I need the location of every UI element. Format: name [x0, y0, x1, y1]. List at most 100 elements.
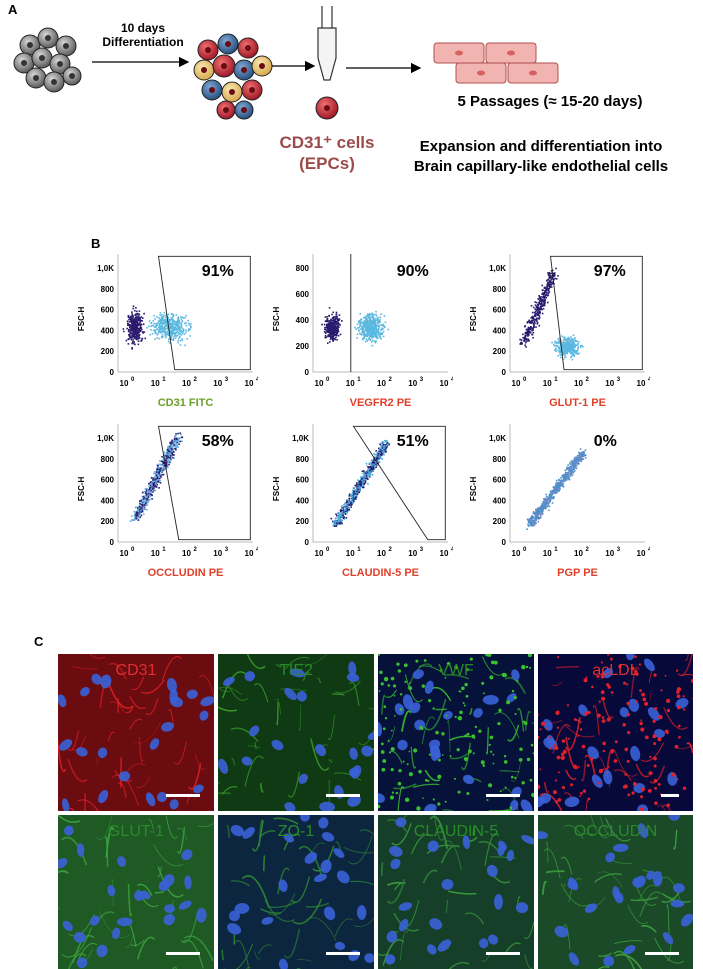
gate-polygon [549, 255, 643, 371]
y-tick-label: 1,0K [292, 434, 309, 443]
x-tick-label: 10 [605, 549, 614, 558]
x-tick-label: 10 [543, 549, 552, 558]
x-tick-exponent: 2 [194, 377, 198, 383]
gate-percent: 97% [594, 263, 626, 280]
x-tick-exponent: 0 [131, 547, 135, 553]
x-tick-exponent: 4 [256, 547, 258, 553]
y-tick-label: 0 [110, 538, 115, 547]
plot-axes [312, 424, 448, 543]
y-tick-label: 200 [493, 347, 507, 356]
x-tick-exponent: 3 [225, 547, 229, 553]
x-tick-exponent: 1 [162, 377, 166, 383]
y-tick-label: 600 [296, 476, 310, 485]
y-tick-label: 0 [502, 368, 507, 377]
endothelial-cells [433, 42, 559, 84]
plot-events [321, 306, 390, 347]
y-axis-label: FSC-H [77, 306, 86, 331]
x-tick-exponent: 3 [420, 377, 424, 383]
marker-label: GLUT-1 PE [549, 397, 606, 409]
x-tick-label: 10 [440, 379, 449, 388]
x-tick-exponent: 1 [357, 547, 361, 553]
x-tick-exponent: 1 [357, 377, 361, 383]
y-tick-label: 400 [296, 496, 310, 505]
gate-polygon [157, 255, 251, 371]
x-tick-label: 10 [315, 549, 324, 558]
y-tick-label: 800 [101, 285, 115, 294]
x-tick-exponent: 4 [648, 377, 650, 383]
micrograph-label: CD31 [115, 662, 157, 679]
x-tick-exponent: 4 [451, 547, 453, 553]
gate-percent: 0% [594, 433, 617, 450]
x-tick-exponent: 2 [389, 377, 393, 383]
y-tick-label: 0 [110, 368, 115, 377]
cd31-cells-label: CD31⁺ cells [279, 133, 375, 152]
y-tick-label: 600 [493, 306, 507, 315]
pipette-icon [317, 6, 337, 81]
y-tick-label: 800 [101, 455, 115, 464]
micrograph-label: ZO-1 [277, 823, 315, 840]
y-axis-label: FSC-H [272, 306, 281, 331]
y-tick-label: 200 [493, 517, 507, 526]
x-tick-label: 10 [574, 379, 583, 388]
stem-cell-cluster [13, 27, 82, 93]
plot-events [122, 305, 192, 350]
marker-label: VEGFR2 PE [350, 397, 412, 409]
x-tick-label: 10 [151, 549, 160, 558]
y-tick-label: 1,0K [489, 264, 506, 273]
y-tick-label: 600 [101, 306, 115, 315]
x-tick-exponent: 3 [617, 547, 621, 553]
y-tick-label: 400 [101, 326, 115, 335]
x-tick-label: 10 [182, 379, 191, 388]
x-tick-label: 10 [213, 549, 222, 558]
x-tick-exponent: 4 [451, 377, 453, 383]
y-tick-label: 0 [502, 538, 507, 547]
x-tick-label: 10 [213, 379, 222, 388]
y-axis-label: FSC-H [469, 306, 478, 331]
x-tick-label: 10 [120, 549, 129, 558]
gate-percent: 51% [397, 433, 429, 450]
x-tick-exponent: 1 [162, 547, 166, 553]
y-tick-label: 400 [493, 326, 507, 335]
x-tick-exponent: 2 [586, 547, 590, 553]
expansion-label-line2: Brain capillary-like endothelial cells [413, 158, 669, 175]
y-tick-label: 600 [101, 476, 115, 485]
y-tick-label: 400 [101, 496, 115, 505]
x-tick-exponent: 4 [256, 377, 258, 383]
x-tick-label: 10 [315, 379, 324, 388]
y-tick-label: 800 [493, 455, 507, 464]
x-tick-exponent: 0 [523, 377, 527, 383]
expansion-label-line1: Expansion and differentiation into [419, 138, 663, 155]
micrograph-tie2: TIE2 [218, 654, 374, 811]
passages-label: 5 Passages (≈ 15-20 days) [457, 93, 643, 110]
x-tick-label: 10 [377, 379, 386, 388]
plot-events [526, 448, 587, 531]
marker-label: OCCLUDIN PE [148, 567, 224, 579]
x-tick-exponent: 3 [617, 377, 621, 383]
plot-axes [117, 424, 253, 543]
micrograph-occludin: OCCLUDIN [538, 815, 693, 969]
scale-bar [661, 794, 679, 797]
y-tick-label: 600 [296, 290, 310, 299]
micrograph-label: VWF [438, 662, 474, 679]
micrograph-label: GLUT-1 [107, 823, 164, 840]
x-tick-label: 10 [408, 549, 417, 558]
x-tick-exponent: 3 [225, 377, 229, 383]
marker-label: CLAUDIN-5 PE [342, 567, 419, 579]
gate-polygon [352, 425, 446, 541]
micrograph-acldl: acLDL [538, 654, 693, 811]
x-tick-label: 10 [182, 549, 191, 558]
plot-axes [117, 254, 253, 373]
x-tick-exponent: 1 [554, 547, 558, 553]
x-tick-exponent: 0 [131, 377, 135, 383]
flow-cytometry-grid: 91% 1,0K 800 600 400 200 0 FSC-H 10 0 10 1 10 2 10 3 10 4… [77, 254, 650, 579]
micrograph-label: CLAUDIN-5 [413, 823, 499, 840]
micrograph-vwf: VWF [378, 654, 534, 811]
micrograph-claudin-5: CLAUDIN-5 [378, 815, 534, 969]
plot-axes [312, 254, 448, 373]
x-tick-label: 10 [245, 379, 254, 388]
y-tick-label: 800 [493, 285, 507, 294]
